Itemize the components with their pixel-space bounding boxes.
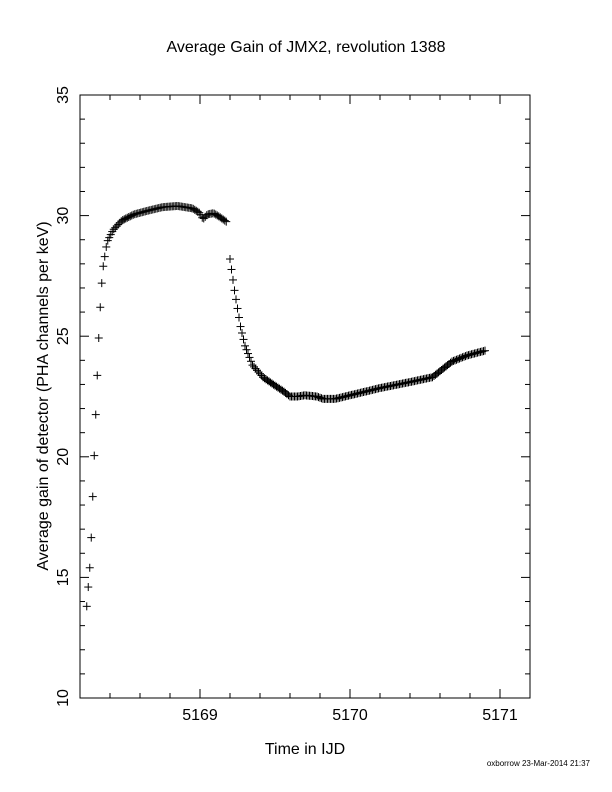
data-point [222, 217, 231, 226]
data-point [242, 345, 251, 354]
data-point [97, 279, 106, 288]
data-point [91, 410, 100, 419]
footer-stamp: oxborrow 23-Mar-2014 21:37 [486, 759, 590, 768]
y-axis-label: Average gain of detector (PHA channels p… [35, 221, 52, 570]
x-axis: 5169 5170 5171 [79, 95, 531, 724]
data-point [247, 357, 255, 366]
data-point [99, 262, 108, 271]
data-point [233, 304, 242, 313]
data-point [85, 563, 94, 572]
data-point [94, 334, 103, 343]
plot-frame [79, 94, 531, 699]
data-point [93, 371, 102, 380]
x-axis-label: Time in IJD [265, 741, 345, 758]
data-point [227, 265, 236, 274]
x-tick-label: 5170 [332, 707, 368, 724]
chart-title: Average Gain of JMX2, revolution 1388 [167, 39, 446, 56]
y-tick-label: 10 [55, 689, 72, 707]
data-point [226, 255, 234, 264]
data-point [241, 341, 249, 350]
data-point [195, 208, 204, 217]
data-point [244, 349, 252, 358]
data-point [235, 313, 243, 322]
data-point [239, 335, 248, 344]
data-point [82, 602, 91, 611]
data-point [238, 328, 246, 337]
data-point [230, 286, 239, 295]
y-tick-label: 35 [55, 86, 72, 104]
y-tick-label: 15 [55, 568, 72, 586]
y-tick-label: 30 [55, 207, 72, 225]
data-point [100, 252, 109, 261]
data-point [481, 346, 489, 355]
data-point [90, 451, 99, 460]
x-tick-label: 5169 [182, 707, 218, 724]
data-point [87, 533, 96, 542]
data-point [96, 303, 105, 312]
data-point [102, 242, 111, 251]
y-tick-label: 25 [55, 327, 72, 345]
y-axis: 10 15 20 25 30 35 [55, 86, 530, 707]
data-point [84, 583, 93, 592]
x-tick-label: 5171 [482, 707, 518, 724]
data-point [245, 353, 254, 362]
data-point [232, 295, 240, 304]
y-tick-label: 20 [55, 448, 72, 466]
data-point [229, 275, 237, 284]
data-point [88, 492, 97, 501]
data-point [236, 322, 245, 331]
data-points [82, 202, 489, 611]
data-point [220, 216, 229, 225]
